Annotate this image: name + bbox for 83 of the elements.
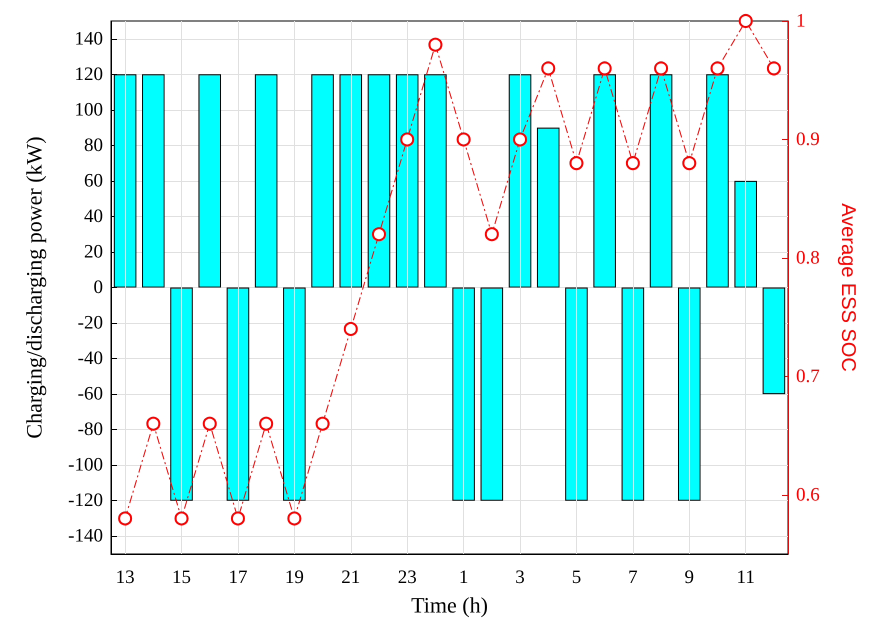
bar bbox=[622, 288, 644, 501]
y-tick-label: -40 bbox=[78, 348, 103, 370]
point bbox=[541, 61, 556, 76]
x-tick-label: 15 bbox=[172, 567, 192, 588]
point bbox=[626, 156, 640, 170]
x-tick-label: 19 bbox=[284, 567, 304, 588]
point bbox=[598, 61, 612, 76]
point bbox=[710, 61, 724, 76]
point bbox=[259, 416, 274, 431]
bar bbox=[678, 288, 701, 501]
x-tick-label: 7 bbox=[628, 567, 638, 588]
y2-tick-label: 0.6 bbox=[796, 484, 820, 506]
x-tick-label: 13 bbox=[116, 567, 135, 588]
y-tick-label: -100 bbox=[68, 454, 103, 476]
point bbox=[344, 322, 358, 336]
x-tick-label: 5 bbox=[572, 567, 582, 588]
point bbox=[400, 132, 414, 146]
bar bbox=[198, 74, 222, 288]
bar bbox=[368, 74, 390, 288]
x-tick-label: 11 bbox=[736, 567, 755, 588]
bar bbox=[480, 288, 504, 501]
point bbox=[174, 511, 189, 526]
x-tick-label: 3 bbox=[515, 567, 525, 588]
y-tick-label: -80 bbox=[78, 419, 103, 440]
bar bbox=[424, 74, 447, 288]
point bbox=[146, 416, 160, 431]
point bbox=[316, 416, 330, 431]
point bbox=[654, 61, 668, 76]
point bbox=[569, 156, 584, 170]
x-tick-label: 1 bbox=[458, 567, 468, 588]
bar bbox=[508, 74, 532, 288]
point bbox=[484, 227, 499, 242]
bar bbox=[254, 74, 278, 288]
bar bbox=[396, 74, 418, 288]
y-tick-label: 100 bbox=[74, 99, 103, 120]
bar bbox=[283, 288, 306, 501]
bar bbox=[706, 74, 729, 288]
point bbox=[766, 61, 781, 76]
x-axis-title: Time (h) bbox=[411, 592, 488, 618]
y-tick-label: 80 bbox=[84, 134, 103, 156]
x-tick-label: 9 bbox=[684, 567, 694, 588]
x-tick-label: 23 bbox=[398, 567, 417, 588]
point bbox=[372, 227, 386, 242]
y-axis-title: Charging/discharging power (kW) bbox=[22, 136, 46, 439]
point bbox=[513, 132, 528, 146]
point bbox=[230, 511, 245, 526]
point bbox=[456, 132, 471, 146]
y-tick-label: 60 bbox=[84, 170, 103, 192]
bar bbox=[114, 74, 136, 288]
bar bbox=[593, 74, 616, 288]
y-tick-label: -20 bbox=[78, 312, 103, 334]
y-tick-label: 20 bbox=[84, 241, 103, 262]
y-tick-label: -60 bbox=[78, 384, 103, 405]
y-tick-label: 40 bbox=[84, 206, 103, 227]
bar bbox=[650, 74, 672, 288]
bar bbox=[170, 288, 193, 501]
bar bbox=[142, 74, 165, 288]
bar bbox=[452, 288, 475, 501]
point bbox=[738, 14, 753, 28]
bar bbox=[339, 74, 362, 288]
point bbox=[287, 511, 302, 526]
y-tick-label: 120 bbox=[74, 64, 103, 85]
x-tick-label: 21 bbox=[341, 567, 360, 588]
bar bbox=[226, 288, 250, 501]
bar bbox=[762, 288, 786, 394]
y-tick-label: -120 bbox=[68, 490, 103, 512]
point bbox=[118, 511, 132, 526]
point bbox=[682, 156, 696, 170]
y2-tick-label: 0.9 bbox=[796, 128, 820, 150]
bar bbox=[734, 180, 757, 288]
bar bbox=[565, 288, 588, 501]
y-tick-label: 0 bbox=[94, 277, 103, 298]
y2-tick-label: 0.8 bbox=[796, 247, 820, 268]
y2-tick-label: 1 bbox=[796, 10, 806, 32]
y-tick-label: 140 bbox=[74, 28, 103, 50]
point bbox=[428, 38, 442, 52]
y2-axis-title: Average ESS SOC bbox=[837, 203, 859, 372]
point bbox=[202, 416, 217, 431]
x-tick-label: 17 bbox=[228, 567, 248, 588]
y2-tick-label: 0.7 bbox=[796, 366, 820, 387]
bar bbox=[536, 128, 560, 288]
y-tick-label: -140 bbox=[68, 526, 103, 547]
bar bbox=[311, 74, 334, 288]
